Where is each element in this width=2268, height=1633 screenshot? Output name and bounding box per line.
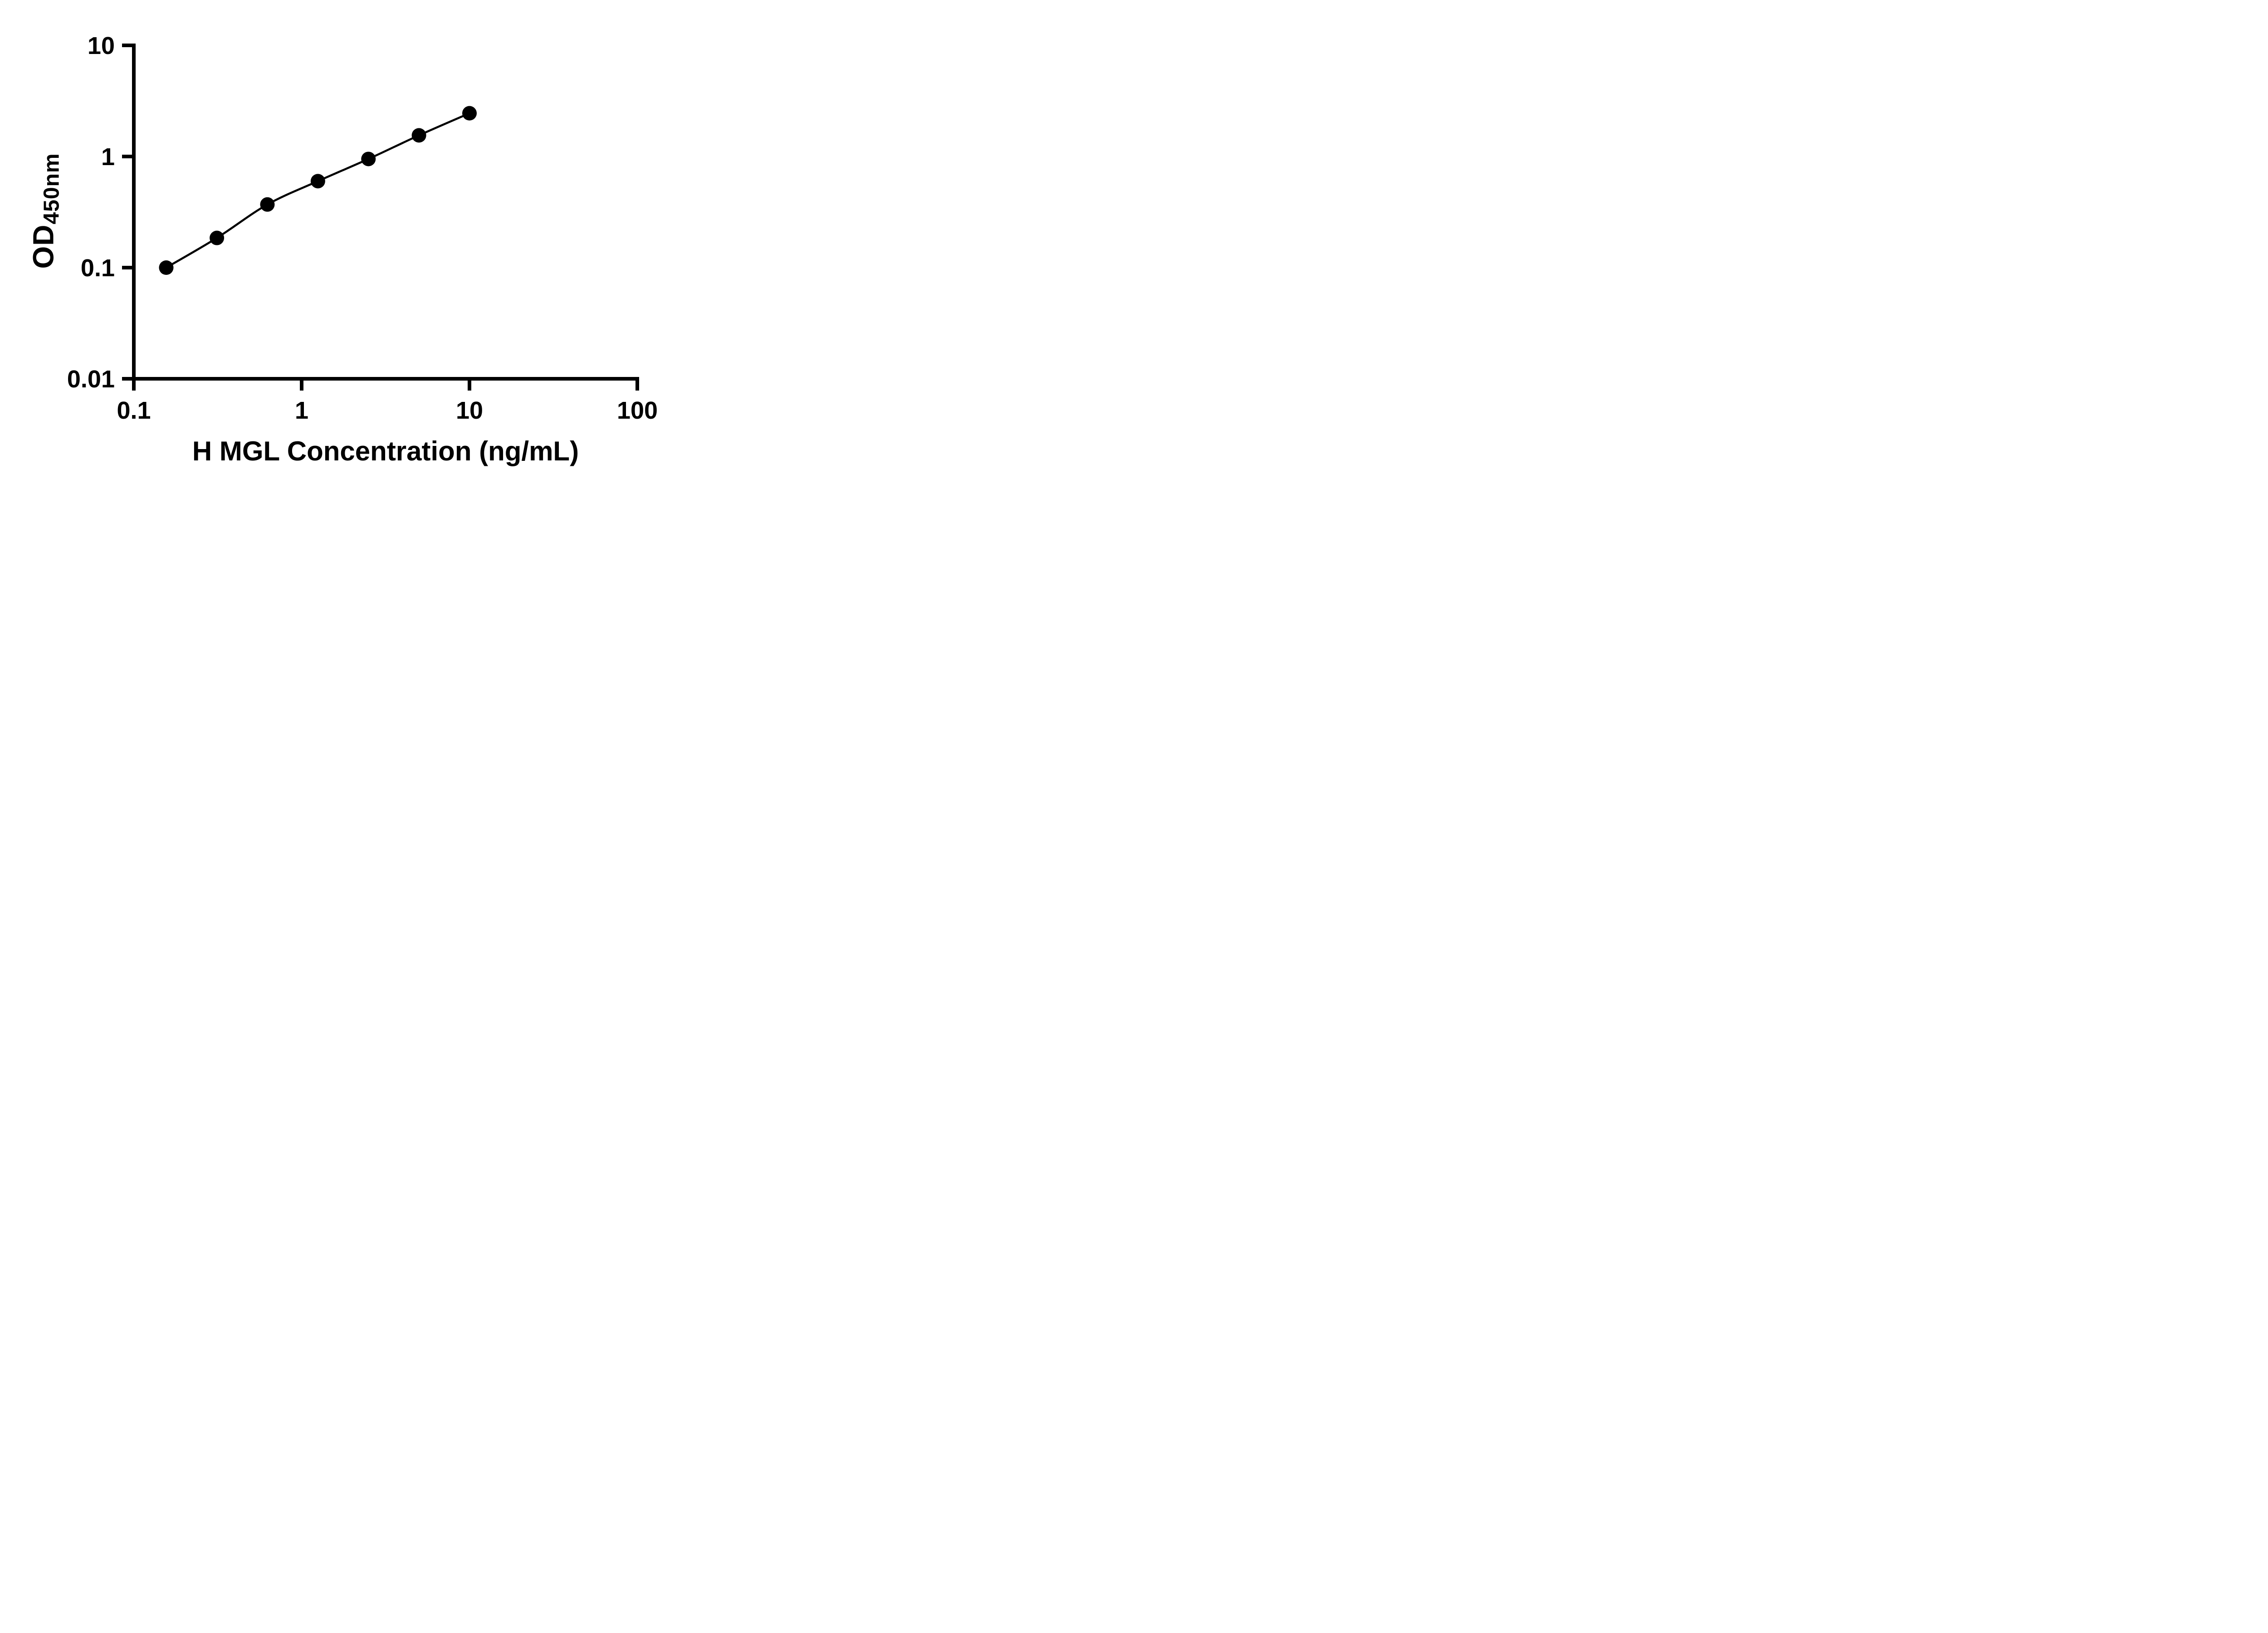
data-point bbox=[210, 230, 225, 245]
x-axis-label: H MGL Concentration (ng/mL) bbox=[192, 436, 579, 466]
data-point bbox=[462, 106, 477, 121]
y-tick-label: 10 bbox=[88, 32, 115, 59]
data-point bbox=[411, 128, 426, 143]
x-tick-label: 100 bbox=[617, 397, 658, 424]
x-tick-label: 0.1 bbox=[117, 397, 151, 424]
data-point bbox=[310, 174, 325, 189]
x-tick-label: 10 bbox=[456, 397, 483, 424]
y-axis-label-subscript: 450nm bbox=[39, 153, 64, 225]
elisa-standard-curve-chart: 0.1 1 10 100 10 1 0.1 0.01 OD450nm H MGL Concen… bbox=[0, 0, 699, 490]
x-tick-label: 1 bbox=[295, 397, 308, 424]
y-axis-label: OD450nm bbox=[27, 153, 64, 269]
data-point bbox=[159, 260, 174, 275]
data-point bbox=[260, 197, 275, 212]
data-point bbox=[361, 152, 376, 166]
y-axis-label-main: OD bbox=[27, 224, 60, 269]
y-tick-label: 1 bbox=[101, 143, 115, 171]
axis-lines bbox=[132, 44, 639, 381]
y-tick-label: 0.01 bbox=[67, 366, 115, 393]
y-tick-label: 0.1 bbox=[81, 254, 115, 282]
